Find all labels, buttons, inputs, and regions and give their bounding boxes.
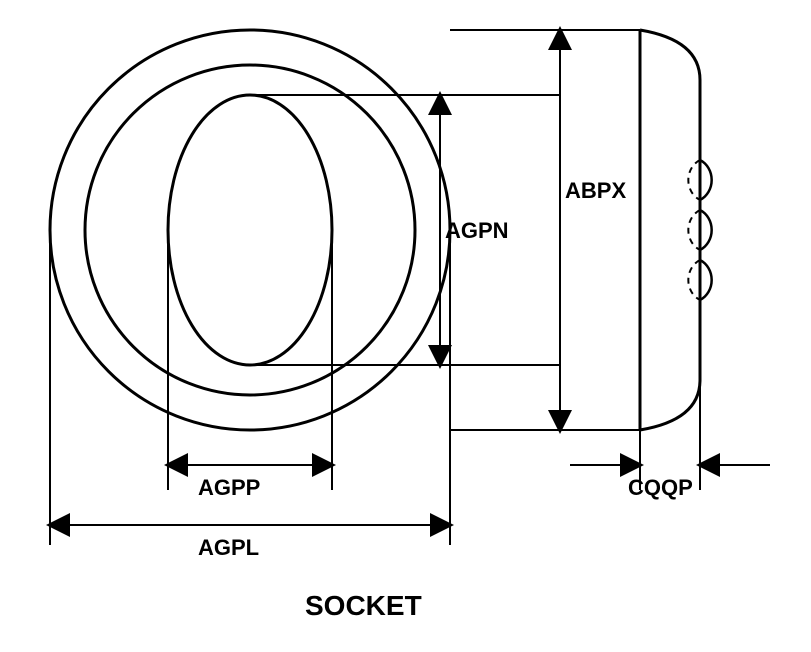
outer-circle: [50, 30, 450, 430]
side-view: [640, 30, 712, 430]
dim-cqqp: [570, 380, 770, 490]
label-agpp: AGPP: [198, 475, 260, 501]
front-view: [50, 30, 450, 430]
dim-agpn: [250, 95, 560, 365]
diagram-svg: [0, 0, 811, 652]
title: SOCKET: [305, 590, 422, 622]
label-agpn: AGPN: [445, 218, 509, 244]
label-abpx: ABPX: [565, 178, 626, 204]
label-agpl: AGPL: [198, 535, 259, 561]
side-outline: [640, 30, 700, 430]
ring-circle: [85, 65, 415, 395]
dim-agpp: [168, 230, 332, 490]
diagram-container: ABPX AGPN AGPP AGPL CQQP SOCKET: [0, 0, 811, 652]
label-cqqp: CQQP: [628, 475, 693, 501]
inner-ellipse: [168, 95, 332, 365]
